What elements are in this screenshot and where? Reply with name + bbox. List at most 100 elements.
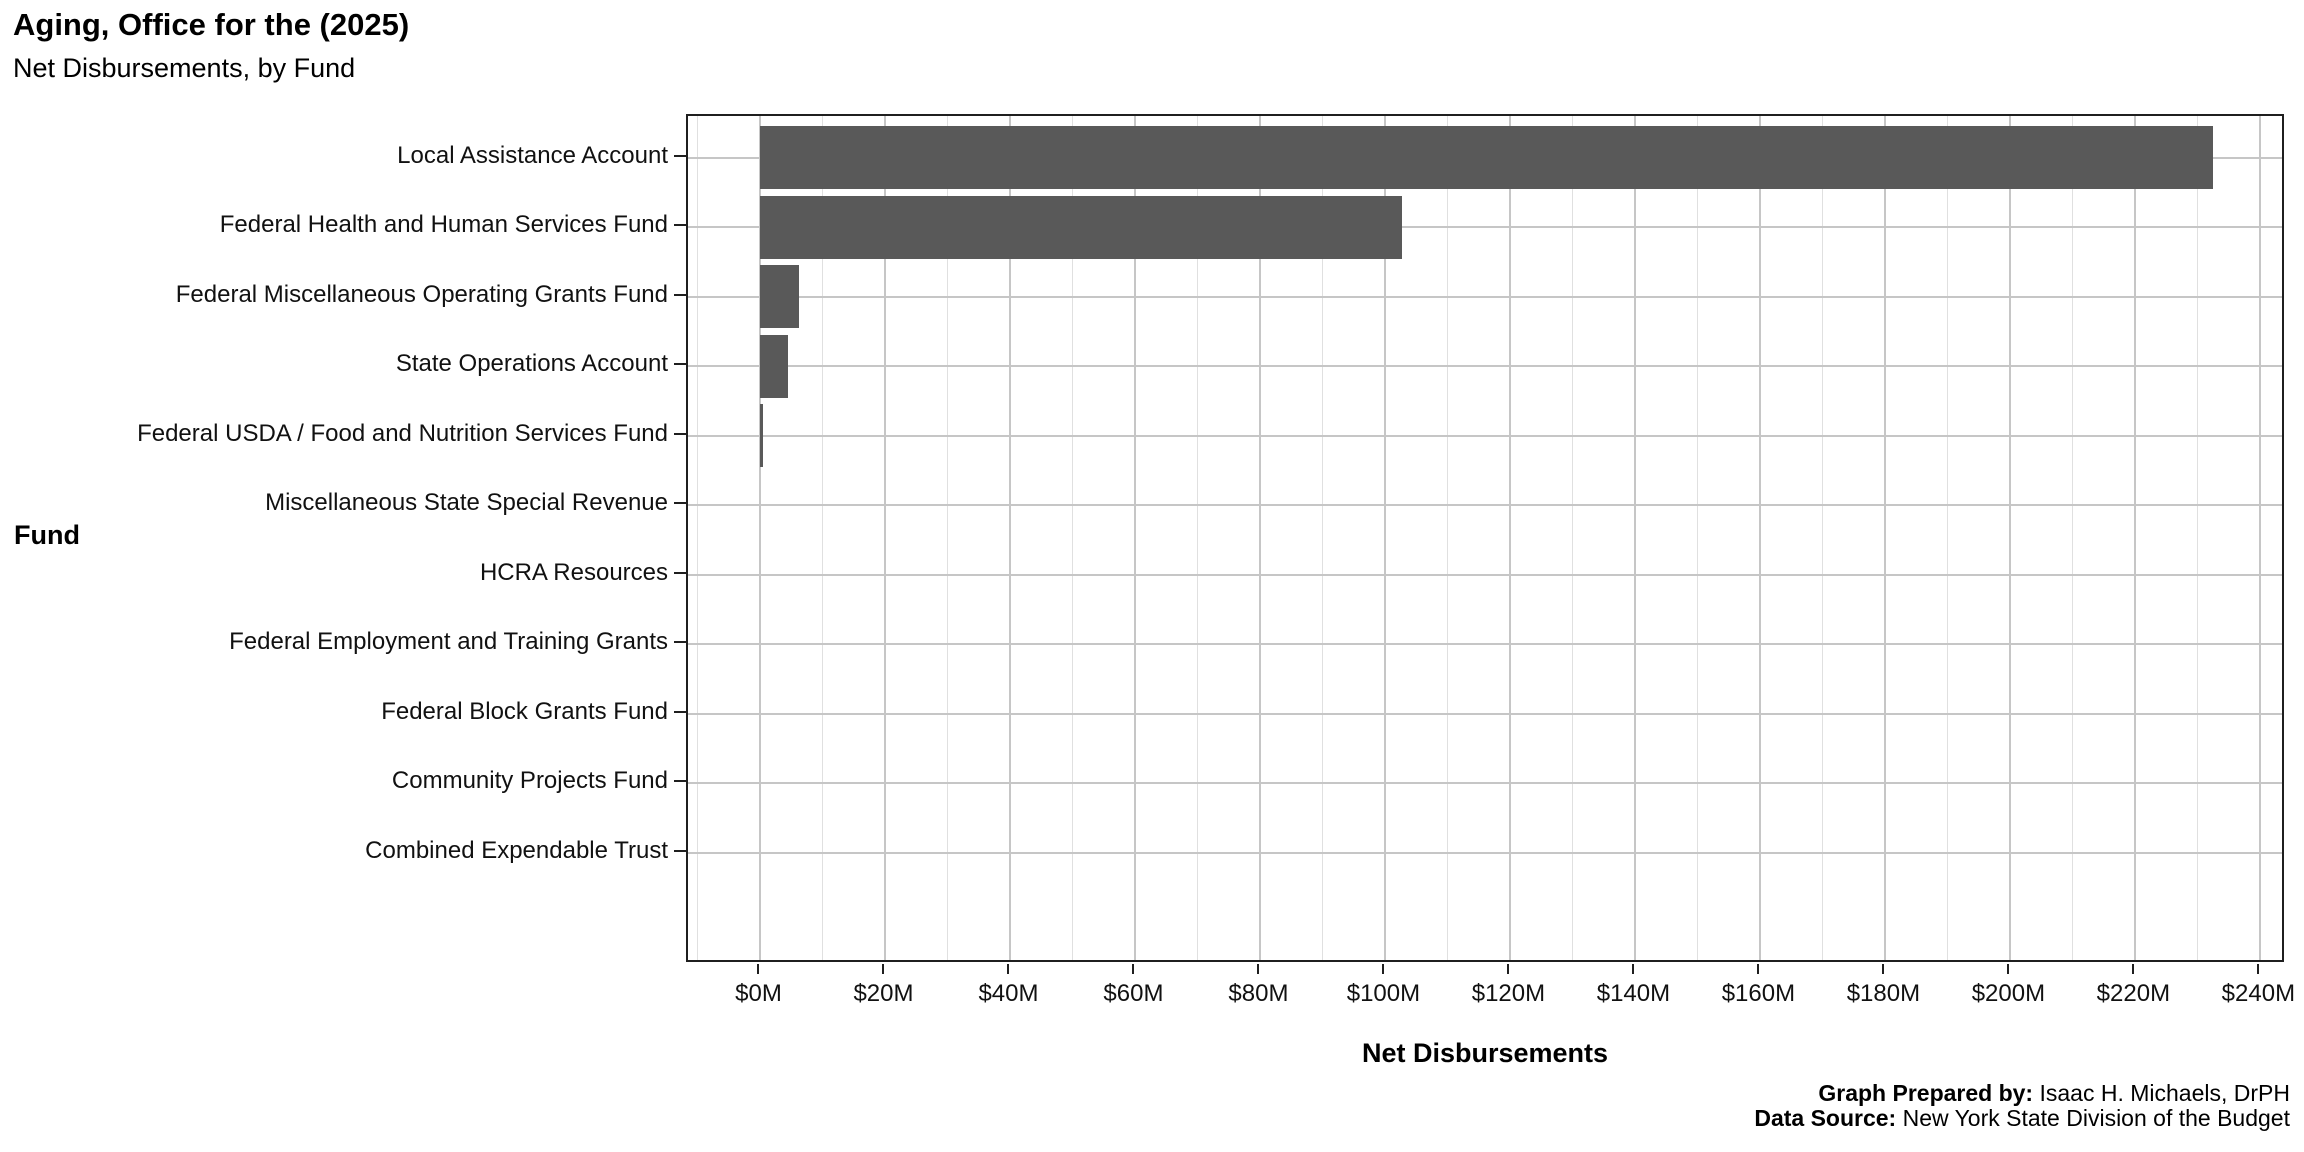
bar [760, 265, 800, 329]
y-category-label: Federal Health and Human Services Fund [219, 211, 668, 239]
x-tick-mark [1507, 964, 1510, 974]
plot-area [688, 116, 2282, 960]
y-tick-mark [674, 432, 686, 435]
major-gridline [2134, 116, 2137, 960]
y-tick-mark [674, 641, 686, 644]
y-category-label: Federal Miscellaneous Operating Grants F… [175, 280, 668, 308]
major-gridline [1634, 116, 1637, 960]
x-tick-label: $200M [1971, 980, 2046, 1007]
caption-data-source: Data Source: New York State Division of … [1754, 1106, 2290, 1131]
y-category-label: Miscellaneous State Special Revenue [265, 489, 668, 517]
minor-gridline [2197, 116, 2199, 960]
x-tick-mark [2257, 964, 2260, 974]
x-tick-label: $60M [1103, 980, 1164, 1007]
minor-gridline [697, 116, 699, 960]
major-gridline [1259, 116, 1262, 960]
row-gridline [688, 643, 2282, 646]
x-tick-label: $20M [853, 980, 914, 1007]
bar [760, 334, 788, 398]
minor-gridline [822, 116, 824, 960]
y-category-label: HCRA Resources [479, 558, 668, 586]
y-category-label: Local Assistance Account [397, 141, 668, 169]
minor-gridline [1697, 116, 1699, 960]
row-gridline [688, 782, 2282, 785]
minor-gridline [947, 116, 949, 960]
x-tick-label: $160M [1721, 980, 1796, 1007]
x-axis-title: Net Disbursements [1361, 1038, 1609, 1068]
x-tick-mark [1632, 964, 1635, 974]
x-tick-label: $100M [1346, 980, 1421, 1007]
major-gridline [1009, 116, 1012, 960]
bar [760, 126, 2214, 190]
major-gridline [1759, 116, 1762, 960]
caption: Graph Prepared by: Isaac H. Michaels, Dr… [1754, 1081, 2290, 1131]
row-gridline [688, 712, 2282, 715]
x-tick-label: $0M [735, 980, 782, 1007]
caption-data-source-label: Data Source: [1754, 1105, 1897, 1131]
x-tick-mark [1257, 964, 1260, 974]
minor-gridline [1197, 116, 1199, 960]
row-gridline [688, 573, 2282, 576]
x-tick-mark [2007, 964, 2010, 974]
bar [760, 195, 1403, 259]
caption-data-source-value: New York State Division of the Budget [1896, 1105, 2290, 1131]
x-tick-mark [1007, 964, 1010, 974]
row-gridline [688, 295, 2282, 298]
minor-gridline [1322, 116, 1324, 960]
y-category-label: Federal Block Grants Fund [381, 697, 668, 725]
x-tick-mark [1132, 964, 1135, 974]
major-gridline [759, 116, 762, 960]
y-category-label: State Operations Account [395, 350, 668, 378]
y-category-label: Federal USDA / Food and Nutrition Servic… [137, 419, 668, 447]
y-tick-mark [674, 849, 686, 852]
major-gridline [1384, 116, 1387, 960]
y-tick-mark [674, 502, 686, 505]
caption-prepared-by-label: Graph Prepared by: [1818, 1080, 2034, 1106]
row-gridline [688, 434, 2282, 437]
x-tick-label: $180M [1846, 980, 1921, 1007]
x-tick-mark [757, 964, 760, 974]
major-gridline [1134, 116, 1137, 960]
bar [760, 404, 763, 468]
minor-gridline [1572, 116, 1574, 960]
chart-subtitle: Net Disbursements, by Fund [13, 53, 356, 83]
y-tick-mark [674, 224, 686, 227]
chart-title: Aging, Office for the (2025) [13, 7, 410, 42]
row-gridline [688, 226, 2282, 229]
y-axis-title: Fund [14, 520, 80, 550]
x-tick-label: $240M [2221, 980, 2296, 1007]
y-category-label: Community Projects Fund [391, 767, 668, 795]
y-tick-mark [674, 780, 686, 783]
y-tick-mark [674, 571, 686, 574]
major-gridline [1509, 116, 1512, 960]
x-tick-label: $40M [978, 980, 1039, 1007]
x-tick-mark [1382, 964, 1385, 974]
minor-gridline [2072, 116, 2074, 960]
y-tick-mark [674, 363, 686, 366]
major-gridline [2259, 116, 2262, 960]
x-tick-label: $120M [1471, 980, 1546, 1007]
x-tick-label: $80M [1228, 980, 1289, 1007]
x-tick-label: $140M [1596, 980, 1671, 1007]
y-tick-mark [674, 154, 686, 157]
minor-gridline [1072, 116, 1074, 960]
x-tick-mark [882, 964, 885, 974]
y-category-label: Combined Expendable Trust [365, 836, 668, 864]
minor-gridline [1447, 116, 1449, 960]
y-tick-mark [674, 710, 686, 713]
major-gridline [1884, 116, 1887, 960]
row-gridline [688, 365, 2282, 368]
major-gridline [2009, 116, 2012, 960]
y-tick-mark [674, 293, 686, 296]
minor-gridline [1947, 116, 1949, 960]
y-category-label: Federal Employment and Training Grants [229, 628, 668, 656]
minor-gridline [1822, 116, 1824, 960]
row-gridline [688, 851, 2282, 854]
caption-prepared-by: Graph Prepared by: Isaac H. Michaels, Dr… [1754, 1081, 2290, 1106]
x-tick-mark [1757, 964, 1760, 974]
caption-prepared-by-value: Isaac H. Michaels, DrPH [2033, 1080, 2290, 1106]
chart-panel [686, 114, 2284, 962]
row-gridline [688, 504, 2282, 507]
x-tick-mark [2132, 964, 2135, 974]
